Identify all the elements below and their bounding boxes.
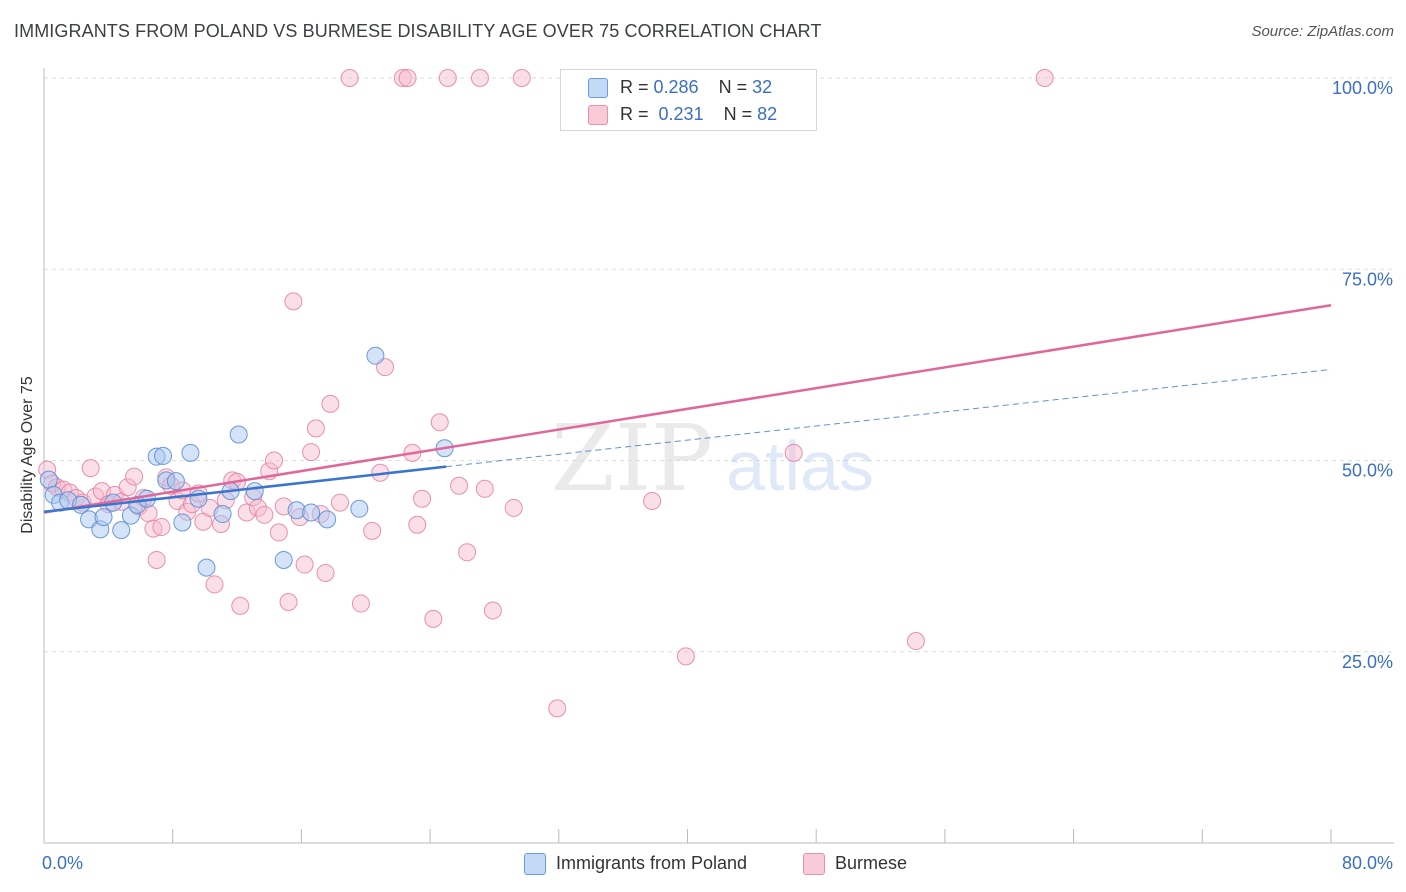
poland-point [213, 505, 232, 524]
poland-point [302, 503, 321, 522]
burmese-legend-swatch [803, 853, 825, 875]
poland-r-label: R = [620, 77, 654, 97]
y-tick-label: 75.0% [1342, 269, 1393, 289]
burmese-legend-label: Burmese [835, 853, 908, 873]
burmese-point [81, 459, 100, 478]
burmese-point [302, 443, 321, 462]
chart-title: IMMIGRANTS FROM POLAND VS BURMESE DISABI… [14, 21, 822, 41]
burmese-point [430, 413, 449, 432]
poland-point [366, 346, 385, 365]
burmese-swatch [588, 105, 608, 125]
x-tick-label: 0.0% [42, 853, 83, 873]
burmese-point [205, 575, 224, 594]
watermark-atlas: atlas [726, 427, 874, 505]
poland-point [112, 521, 131, 540]
correlation-legend: R = 0.286 N = 32 R = 0.231 N = 82 [560, 69, 817, 131]
burmese-point [906, 632, 925, 651]
burmese-point [255, 505, 274, 524]
poland-point [245, 482, 264, 501]
burmese-point [147, 550, 166, 569]
burmese-point [424, 609, 443, 628]
poland-point [274, 550, 293, 569]
burmese-point [676, 647, 695, 666]
burmese-point [152, 518, 171, 537]
burmese-point [548, 699, 567, 718]
poland-point [173, 513, 192, 532]
burmese-point [398, 69, 417, 87]
poland-point [181, 443, 200, 462]
burmese-point [483, 601, 502, 620]
burmese-point [306, 419, 325, 438]
poland-legend-label: Immigrants from Poland [556, 853, 748, 873]
burmese-point [363, 521, 382, 540]
burmese-point [331, 493, 350, 512]
burmese-point [295, 555, 314, 574]
burmese-point [470, 69, 489, 87]
poland-legend-swatch [524, 853, 546, 875]
poland-point [154, 446, 173, 465]
burmese-point [316, 563, 335, 582]
burmese-point [643, 492, 662, 511]
burmese-points [38, 69, 1054, 718]
burmese-point [118, 478, 137, 497]
y-tick-label: 50.0% [1342, 461, 1393, 481]
burmese-r-value: 0.231 [658, 104, 704, 124]
poland-n-label: N = [718, 77, 753, 97]
burmese-point [438, 69, 457, 87]
burmese-point [450, 476, 469, 495]
burmese-point [269, 523, 288, 542]
burmese-point [784, 443, 803, 462]
poland-n-value: 32 [752, 77, 773, 97]
burmese-point [340, 69, 359, 87]
source-label: Source: ZipAtlas.com [1251, 23, 1394, 40]
burmese-point [321, 394, 340, 413]
burmese-point [237, 503, 256, 522]
poland-swatch [588, 78, 608, 98]
burmese-n-label: N = [723, 104, 758, 124]
burmese-point [458, 543, 477, 562]
tick-labels: 25.0% 50.0% 75.0% 100.0% 0.0% 80.0% [42, 78, 1393, 873]
burmese-point [265, 451, 284, 470]
y-tick-label: 25.0% [1342, 652, 1393, 672]
burmese-point [413, 489, 432, 508]
burmese-point [284, 292, 303, 311]
poland-point [94, 508, 113, 527]
burmese-point [351, 594, 370, 613]
burmese-trend-line [43, 303, 1332, 514]
poland-point [39, 470, 58, 489]
poland-point [350, 499, 369, 518]
axes [43, 68, 1394, 844]
y-tick-label: 100.0% [1332, 78, 1393, 98]
burmese-n-value: 82 [757, 104, 778, 124]
burmese-point [504, 498, 523, 517]
burmese-point [376, 358, 395, 377]
trend-lines [43, 303, 1332, 514]
burmese-point [393, 69, 412, 87]
poland-point [229, 425, 248, 444]
poland-point [166, 472, 185, 491]
gridlines [44, 77, 1394, 653]
burmese-point [475, 479, 494, 498]
poland-trend-extension [446, 368, 1332, 468]
watermark: ZIP atlas [551, 405, 874, 512]
burmese-point [1035, 69, 1054, 87]
burmese-point [231, 596, 250, 615]
poland-point [197, 558, 216, 577]
burmese-r-label: R = [620, 104, 654, 124]
poland-trend-line [43, 465, 447, 513]
x-tick-label: 80.0% [1342, 853, 1393, 873]
watermark-zip: ZIP [551, 405, 713, 512]
burmese-point [408, 515, 427, 534]
burmese-point [512, 69, 531, 87]
burmese-point [125, 467, 144, 486]
poland-r-value: 0.286 [653, 77, 699, 97]
poland-points [39, 346, 454, 577]
poland-point [318, 510, 337, 529]
burmese-point [279, 593, 298, 612]
